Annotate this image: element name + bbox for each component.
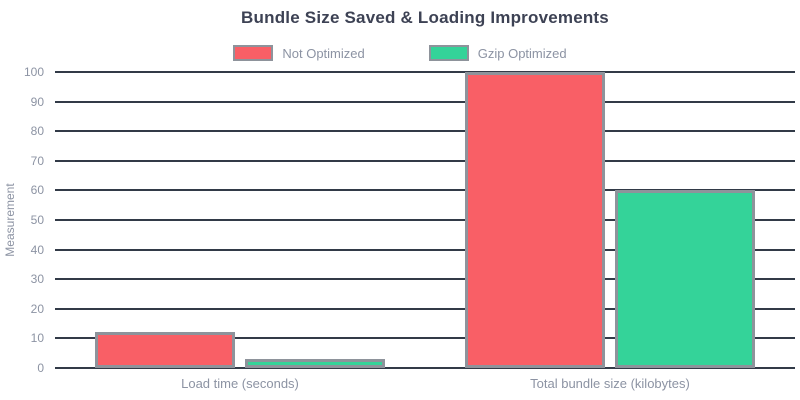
legend: Not Optimized Gzip Optimized bbox=[0, 42, 800, 64]
x-category-label: Total bundle size (kilobytes) bbox=[530, 376, 690, 391]
legend-swatch bbox=[233, 45, 274, 61]
gridline bbox=[55, 248, 795, 251]
gridline bbox=[55, 278, 795, 281]
gridline bbox=[55, 130, 795, 133]
gridline bbox=[55, 159, 795, 162]
gridline bbox=[55, 367, 795, 369]
y-tick-label: 70 bbox=[30, 153, 44, 168]
gridline bbox=[55, 71, 795, 73]
chart-title: Bundle Size Saved & Loading Improvements bbox=[241, 8, 609, 27]
bar-gzip-optimized-cat2[interactable] bbox=[615, 190, 755, 368]
gridline bbox=[55, 189, 795, 192]
gridline bbox=[55, 337, 795, 340]
y-tick-label: 30 bbox=[30, 272, 44, 287]
legend-item-gzip-optimized[interactable]: Gzip Optimized bbox=[428, 45, 567, 61]
legend-label: Gzip Optimized bbox=[477, 45, 567, 61]
legend-swatch bbox=[428, 45, 469, 61]
y-tick-label: 80 bbox=[30, 124, 44, 139]
gridline bbox=[55, 100, 795, 103]
y-tick-label: 10 bbox=[30, 331, 44, 346]
bar-not-optimized-cat2[interactable] bbox=[465, 72, 605, 368]
legend-label: Not Optimized bbox=[282, 45, 365, 61]
y-tick-label: 60 bbox=[30, 183, 44, 198]
gridline bbox=[55, 307, 795, 310]
y-tick-label: 0 bbox=[37, 361, 44, 375]
legend-item-not-optimized[interactable]: Not Optimized bbox=[233, 45, 365, 61]
bar-not-optimized-cat1[interactable] bbox=[95, 332, 235, 368]
y-tick-label: 100 bbox=[23, 65, 44, 79]
x-category-label: Load time (seconds) bbox=[181, 376, 299, 391]
y-axis: 0 10 20 30 40 50 60 70 80 90 100 bbox=[0, 0, 50, 400]
y-tick-label: 20 bbox=[30, 301, 44, 316]
gridline bbox=[55, 219, 795, 221]
plot-area bbox=[55, 71, 795, 369]
y-tick-label: 90 bbox=[30, 94, 44, 109]
y-tick-label: 50 bbox=[30, 213, 44, 227]
y-tick-label: 40 bbox=[30, 242, 44, 257]
bar-gzip-optimized-cat1[interactable] bbox=[245, 359, 385, 368]
